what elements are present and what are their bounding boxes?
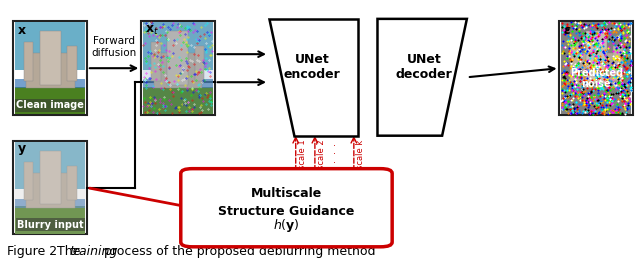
Bar (168, 31, 188, 85)
Text: Figure 2: Figure 2 (7, 245, 57, 258)
Bar (15, 206, 85, 234)
Bar (152, 43, 161, 81)
Text: ·
·
·: · · · (333, 141, 335, 168)
Text: UNet
encoder: UNet encoder (284, 53, 340, 81)
Bar (143, 79, 212, 88)
Bar (67, 46, 77, 81)
Text: $\mathbf{y}$: $\mathbf{y}$ (17, 144, 28, 157)
FancyBboxPatch shape (180, 169, 392, 247)
Bar (15, 142, 85, 189)
Text: $\mathbf{x}$: $\mathbf{x}$ (17, 24, 27, 37)
Text: scale 1: scale 1 (298, 140, 307, 169)
Bar (154, 54, 202, 88)
Bar (561, 22, 631, 114)
Bar (572, 54, 621, 88)
Bar (24, 162, 33, 200)
Bar (15, 79, 85, 88)
Bar (40, 151, 61, 204)
Bar (143, 22, 212, 70)
Bar (15, 22, 85, 70)
Bar (13, 21, 87, 115)
Text: process of the proposed deblurring method: process of the proposed deblurring metho… (100, 245, 375, 258)
Polygon shape (378, 19, 467, 136)
Bar (15, 142, 85, 234)
Text: training: training (70, 245, 118, 258)
Bar (143, 87, 212, 114)
Bar (195, 46, 204, 81)
Text: $\boldsymbol{\epsilon}$: $\boldsymbol{\epsilon}$ (563, 24, 572, 37)
Bar (15, 199, 85, 208)
Bar (141, 21, 214, 115)
Text: Blurry input: Blurry input (17, 220, 83, 230)
Bar (561, 22, 631, 70)
Text: Predicted
noise: Predicted noise (570, 68, 623, 89)
Text: scale k: scale k (356, 140, 365, 169)
Bar (570, 43, 579, 81)
Bar (143, 22, 212, 114)
Bar (40, 31, 61, 85)
Bar (561, 87, 631, 114)
Text: Multiscale
Structure Guidance: Multiscale Structure Guidance (218, 187, 355, 218)
Bar (13, 141, 87, 234)
Text: scale 2: scale 2 (317, 140, 326, 169)
Bar (15, 87, 85, 114)
Text: Forward
diffusion: Forward diffusion (92, 36, 137, 58)
Bar (24, 43, 33, 81)
Bar (613, 46, 623, 81)
Text: UNet
decoder: UNet decoder (396, 53, 452, 81)
Bar (67, 165, 77, 200)
Text: $\mathbf{x}_t$: $\mathbf{x}_t$ (145, 24, 159, 37)
Text: The: The (49, 245, 84, 258)
Polygon shape (269, 19, 358, 136)
Bar (561, 79, 631, 88)
Text: $h(\mathbf{y})$: $h(\mathbf{y})$ (273, 217, 300, 234)
Bar (26, 173, 74, 208)
Bar (26, 54, 74, 88)
Bar (586, 31, 607, 85)
Bar (559, 21, 633, 115)
Text: Clean image: Clean image (16, 100, 84, 110)
